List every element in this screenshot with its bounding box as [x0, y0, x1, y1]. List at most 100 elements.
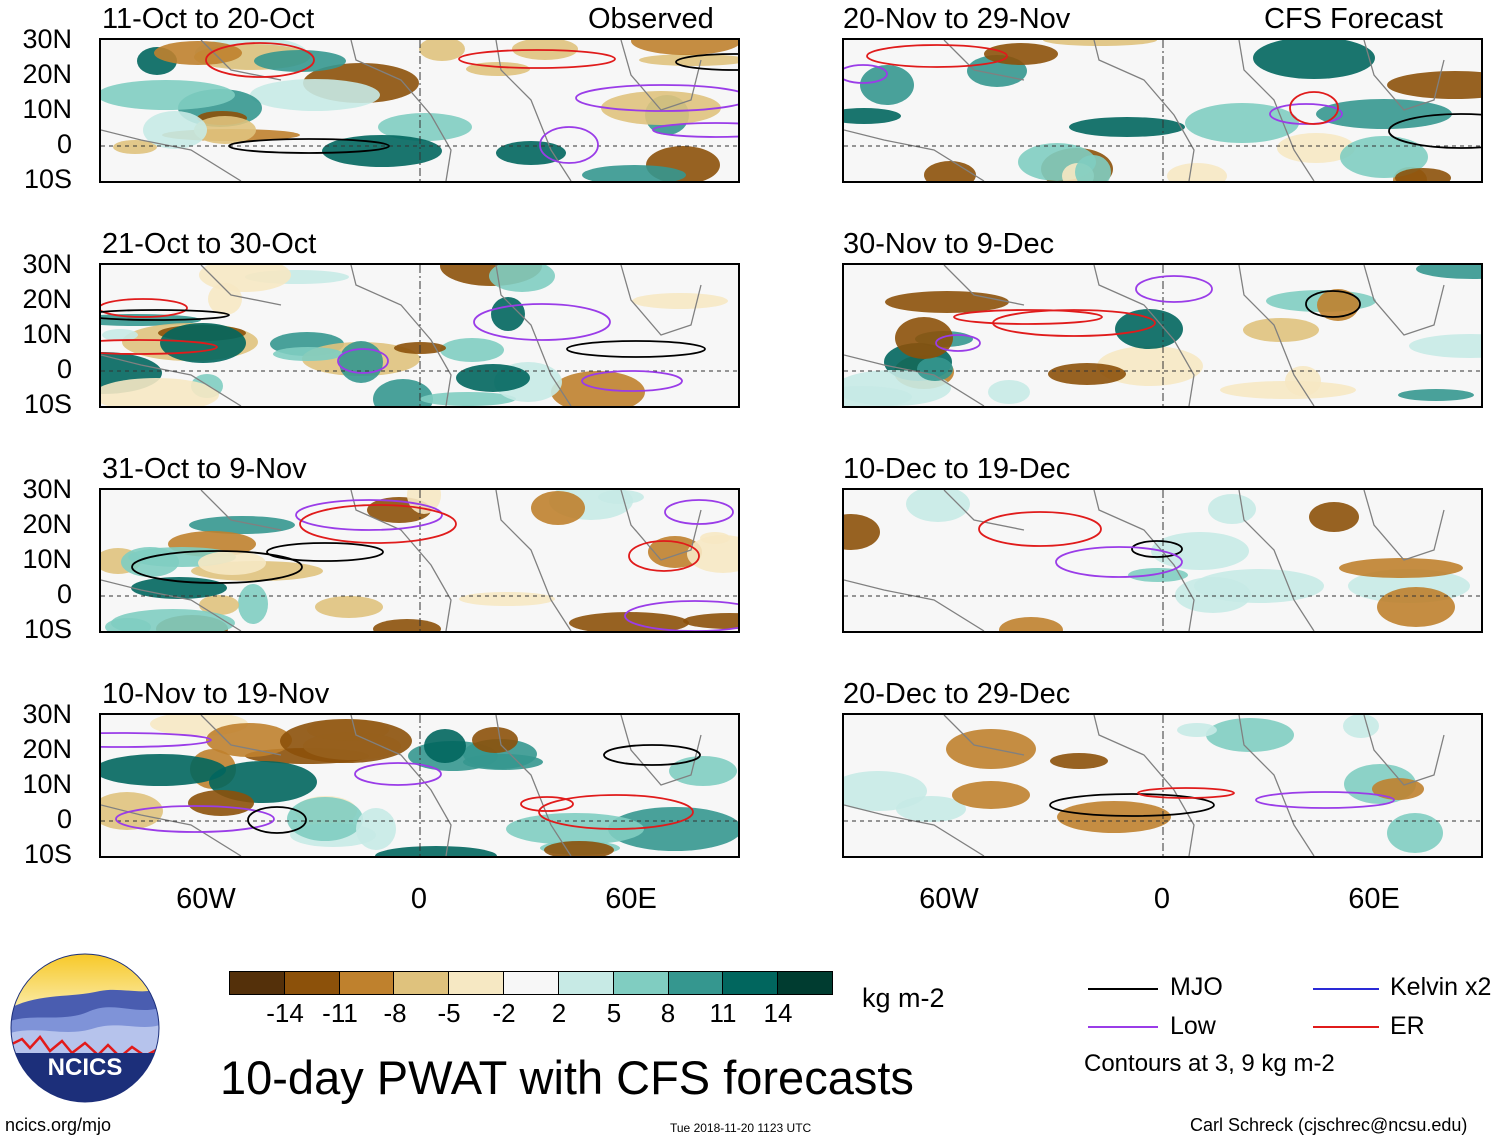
legend-label: Low	[1170, 1012, 1216, 1040]
map-plot	[844, 490, 1481, 631]
anomaly-shading	[419, 40, 465, 61]
anomaly-shading	[1220, 381, 1356, 399]
coastline	[101, 715, 702, 856]
map-frame	[842, 713, 1483, 858]
lat-label: 20N	[22, 734, 72, 764]
footer-author: Carl Schreck (cjschrec@ncsu.edu)	[1190, 1115, 1468, 1135]
map-plot	[844, 265, 1481, 406]
wave-contour	[473, 303, 611, 341]
colorbar-tick-label: 5	[606, 998, 622, 1028]
wave-contour	[1255, 791, 1395, 809]
lat-label: 10S	[23, 614, 72, 644]
anomaly-shading	[206, 723, 292, 757]
colorbar-box	[557, 971, 614, 995]
anomaly-shading	[506, 813, 644, 845]
lat-label: 10S	[23, 164, 72, 194]
wave-contour	[101, 298, 188, 318]
wave-contour	[575, 84, 738, 112]
wave-contour	[1289, 91, 1339, 125]
anomaly-shading	[143, 111, 207, 149]
lon-label: 60W	[176, 883, 236, 915]
anomaly-shading	[1416, 265, 1481, 279]
anomaly-shading	[683, 613, 738, 629]
wave-contour	[101, 339, 218, 355]
lon-label: 0	[410, 883, 428, 915]
anomaly-shading	[924, 161, 976, 181]
anomaly-shading	[1175, 577, 1251, 613]
anomaly-shading	[375, 846, 497, 856]
anomaly-shading	[188, 790, 254, 816]
lat-label: 10S	[23, 839, 72, 869]
wave-contour	[866, 44, 1008, 68]
anomaly-shading	[1387, 71, 1481, 99]
map-frame	[842, 263, 1483, 408]
anomaly-shading	[459, 592, 555, 606]
anomaly-shading	[844, 514, 880, 550]
wave-contour	[520, 796, 574, 812]
anomaly-shading	[287, 797, 363, 841]
anomaly-shading	[1185, 103, 1299, 143]
anomaly-shading	[315, 596, 383, 618]
wave-contour	[935, 334, 981, 352]
anomaly-shading	[1151, 532, 1249, 570]
anomaly-shading	[1409, 334, 1481, 358]
panel-date-range: 20-Nov to 29-Nov	[843, 3, 1071, 35]
map-frame	[99, 713, 740, 858]
wave-contour	[228, 138, 390, 154]
coastline	[101, 40, 702, 181]
wave-contour	[566, 340, 706, 358]
legend-label: Kelvin x2	[1390, 973, 1492, 1001]
coastline	[101, 490, 702, 631]
wave-contour	[1049, 793, 1215, 817]
anomaly-shading	[544, 841, 614, 856]
anomaly-shading	[111, 609, 235, 631]
lat-label: 10N	[22, 544, 72, 574]
colorbar-tick-label: 11	[709, 998, 737, 1028]
anomaly-shading	[373, 619, 441, 631]
logo-graphic: NCICS	[10, 953, 160, 1103]
anomaly-shading	[121, 547, 179, 577]
legend-swatch-er	[1313, 1026, 1379, 1028]
colorbar-box	[229, 971, 285, 995]
wave-contour	[458, 49, 616, 69]
wave-contour	[628, 540, 700, 572]
anomaly-shading	[198, 551, 266, 575]
colorbar-tick-label: 2	[551, 998, 567, 1028]
lon-label: 60E	[605, 883, 657, 915]
anomaly-shading	[631, 40, 738, 55]
anomaly-shading	[154, 41, 242, 65]
anomaly-shading	[378, 113, 472, 141]
anomaly-shading	[906, 490, 970, 522]
wave-contour	[538, 794, 694, 830]
map-plot	[101, 490, 738, 631]
figure-title: 10-day PWAT with CFS forecasts	[220, 1051, 914, 1104]
anomaly-shading	[424, 729, 466, 763]
lat-label: 20N	[22, 509, 72, 539]
anomaly-shading	[632, 293, 728, 309]
wave-contour	[101, 732, 212, 748]
anomaly-shading	[700, 532, 730, 544]
lat-label: 30N	[22, 249, 72, 279]
wave-contour	[1137, 787, 1235, 799]
anomaly-shading	[322, 135, 442, 167]
colorbar-tick-label: -14	[266, 998, 304, 1028]
anomaly-shading	[456, 364, 530, 392]
map-frame	[842, 488, 1483, 633]
anomaly-shading	[1115, 309, 1183, 349]
contour-note: Contours at 3, 9 kg m-2	[1084, 1050, 1335, 1077]
anomaly-shading	[113, 140, 157, 154]
anomaly-shading	[988, 380, 1030, 404]
lat-label: 20N	[22, 284, 72, 314]
map-frame	[99, 488, 740, 633]
anomaly-shading	[1243, 318, 1319, 342]
panel-date-range: 11-Oct to 20-Oct	[102, 3, 315, 35]
footer-url[interactable]: ncics.org/mjo	[5, 1115, 112, 1135]
anomaly-shading	[280, 719, 412, 763]
anomaly-shading	[189, 516, 295, 534]
anomaly-shading	[1343, 715, 1379, 738]
ncics-logo: NCICS	[10, 953, 160, 1103]
anomaly-shading	[1043, 40, 1157, 46]
anomaly-shading	[601, 91, 721, 125]
anomaly-shading	[199, 595, 239, 615]
wave-contour	[953, 309, 1103, 325]
